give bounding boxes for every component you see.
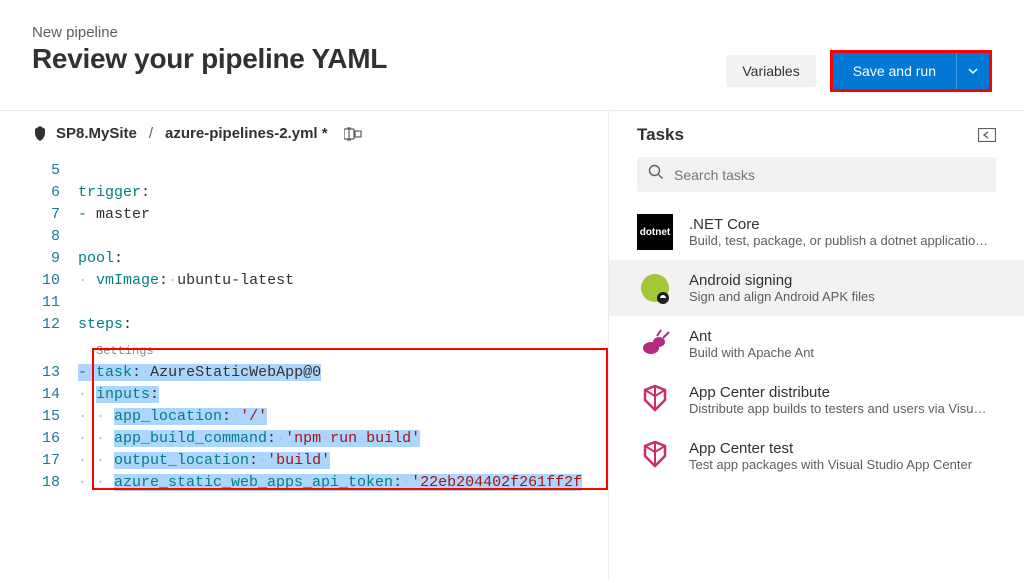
header-subtitle: New pipeline bbox=[32, 24, 387, 41]
task-name: App Center distribute bbox=[689, 384, 986, 401]
header-actions: Variables Save and run bbox=[726, 24, 992, 92]
code-line: 11 bbox=[0, 292, 608, 314]
repo-icon bbox=[32, 126, 48, 142]
code-line: 8 bbox=[0, 226, 608, 248]
task-icon bbox=[637, 382, 673, 418]
line-number: 5 bbox=[0, 160, 78, 182]
search-icon bbox=[648, 164, 664, 185]
code-line: 12steps: bbox=[0, 314, 608, 336]
line-number: 9 bbox=[0, 248, 78, 270]
body-split: SP8.MySite / azure-pipelines-2.yml * 56t… bbox=[0, 111, 1024, 579]
task-description: Build, test, package, or publish a dotne… bbox=[689, 233, 988, 248]
line-number: 11 bbox=[0, 292, 78, 314]
task-text: App Center testTest app packages with Vi… bbox=[689, 440, 972, 472]
task-description: Sign and align Android APK files bbox=[689, 289, 875, 304]
task-name: .NET Core bbox=[689, 216, 988, 233]
header-titles: New pipeline Review your pipeline YAML bbox=[32, 24, 387, 75]
code-line: 6trigger: bbox=[0, 182, 608, 204]
editor-pane: SP8.MySite / azure-pipelines-2.yml * 56t… bbox=[0, 111, 609, 579]
page-header: New pipeline Review your pipeline YAML V… bbox=[0, 0, 1024, 111]
task-item[interactable]: AntBuild with Apache Ant bbox=[609, 316, 1024, 372]
variables-button[interactable]: Variables bbox=[726, 55, 815, 87]
line-number: 17 bbox=[0, 450, 78, 472]
code-content: · vmImage:·ubuntu-latest bbox=[78, 270, 294, 292]
task-icon: dotnet bbox=[637, 214, 673, 250]
task-description: Distribute app builds to testers and use… bbox=[689, 401, 986, 416]
line-number: 8 bbox=[0, 226, 78, 248]
task-name: App Center test bbox=[689, 440, 972, 457]
tasks-header: Tasks bbox=[609, 111, 1024, 157]
code-content: trigger: bbox=[78, 182, 150, 204]
rename-icon[interactable] bbox=[344, 127, 362, 141]
save-and-run-group: Save and run bbox=[830, 50, 992, 92]
code-line: 10· vmImage:·ubuntu-latest bbox=[0, 270, 608, 292]
task-icon bbox=[637, 270, 673, 306]
yaml-editor[interactable]: 56trigger:7- master89pool:10· vmImage:·u… bbox=[0, 156, 608, 579]
line-number: 16 bbox=[0, 428, 78, 450]
expand-pane-icon[interactable] bbox=[978, 128, 996, 142]
save-and-run-button[interactable]: Save and run bbox=[833, 53, 956, 89]
task-item[interactable]: dotnet .NET CoreBuild, test, package, or … bbox=[609, 204, 1024, 260]
task-text: App Center distributeDistribute app buil… bbox=[689, 384, 986, 416]
line-number: 14 bbox=[0, 384, 78, 406]
tasks-search[interactable] bbox=[637, 157, 996, 192]
line-number: 7 bbox=[0, 204, 78, 226]
tasks-list: dotnet .NET CoreBuild, test, package, or … bbox=[609, 204, 1024, 579]
code-line: 9pool: bbox=[0, 248, 608, 270]
task-text: .NET CoreBuild, test, package, or publis… bbox=[689, 216, 988, 248]
task-item[interactable]: App Center testTest app packages with Vi… bbox=[609, 428, 1024, 484]
line-number: 12 bbox=[0, 314, 78, 336]
repo-name[interactable]: SP8.MySite bbox=[56, 125, 137, 142]
code-line: 5 bbox=[0, 160, 608, 182]
task-description: Test app packages with Visual Studio App… bbox=[689, 457, 972, 472]
chevron-down-icon bbox=[967, 65, 979, 77]
task-item[interactable]: App Center distributeDistribute app buil… bbox=[609, 372, 1024, 428]
task-name: Ant bbox=[689, 328, 814, 345]
file-name[interactable]: azure-pipelines-2.yml * bbox=[165, 125, 328, 142]
code-line: 7- master bbox=[0, 204, 608, 226]
save-and-run-dropdown[interactable] bbox=[956, 53, 989, 89]
code-content: steps: bbox=[78, 314, 132, 336]
breadcrumb-separator: / bbox=[145, 125, 157, 142]
task-item[interactable]: Android signingSign and align Android AP… bbox=[609, 260, 1024, 316]
code-content: pool: bbox=[78, 248, 123, 270]
line-number: 10 bbox=[0, 270, 78, 292]
task-icon bbox=[637, 438, 673, 474]
task-name: Android signing bbox=[689, 272, 875, 289]
line-number: 6 bbox=[0, 182, 78, 204]
line-number: 15 bbox=[0, 406, 78, 428]
code-content: - master bbox=[78, 204, 150, 226]
line-number: 13 bbox=[0, 362, 78, 384]
task-text: Android signingSign and align Android AP… bbox=[689, 272, 875, 304]
tasks-search-input[interactable] bbox=[674, 167, 985, 183]
code-highlight-box bbox=[92, 348, 608, 490]
file-breadcrumb: SP8.MySite / azure-pipelines-2.yml * bbox=[0, 111, 608, 156]
task-description: Build with Apache Ant bbox=[689, 345, 814, 360]
tasks-pane: Tasks dotnet .NET CoreBuild, test, packag… bbox=[609, 111, 1024, 579]
line-number: 18 bbox=[0, 472, 78, 494]
tasks-title: Tasks bbox=[637, 125, 684, 145]
page-title: Review your pipeline YAML bbox=[32, 43, 387, 75]
task-text: AntBuild with Apache Ant bbox=[689, 328, 814, 360]
task-icon bbox=[637, 326, 673, 362]
